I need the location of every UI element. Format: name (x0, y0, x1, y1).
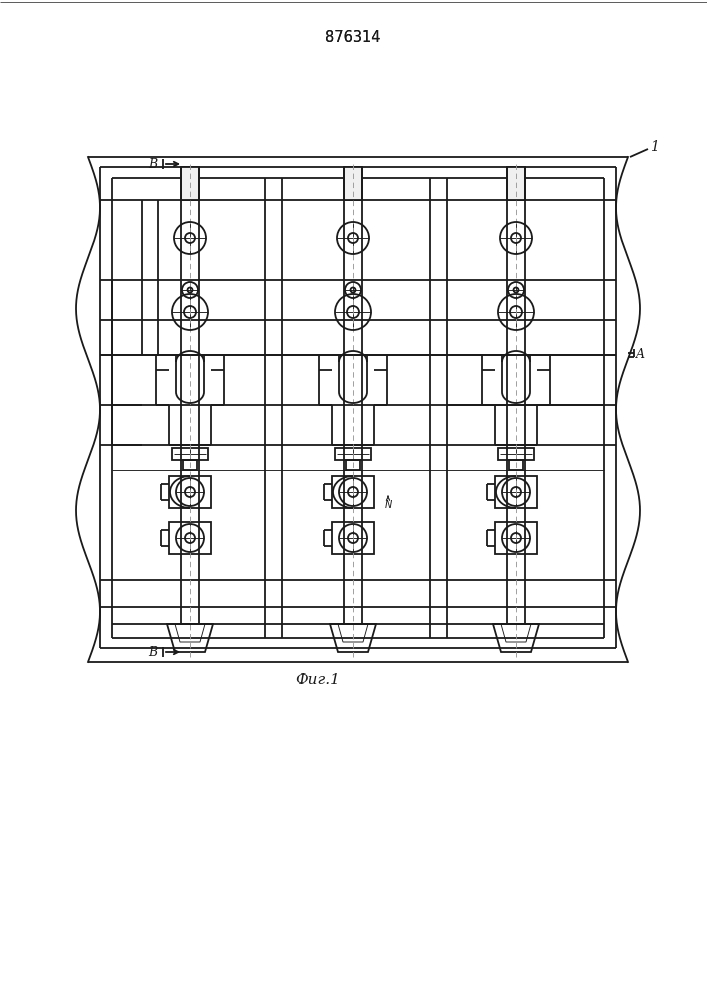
Bar (509, 460, 523, 470)
Bar (344, 167, 362, 200)
Bar (332, 476, 374, 508)
Bar (335, 448, 371, 460)
Text: 876314: 876314 (325, 29, 381, 44)
Text: A: A (636, 349, 645, 361)
Text: N: N (385, 500, 392, 510)
Text: Фиг.1: Фиг.1 (296, 673, 341, 687)
Bar (507, 167, 525, 200)
Text: 1: 1 (650, 140, 659, 154)
Bar (172, 448, 208, 460)
Bar (495, 522, 537, 554)
Text: B: B (148, 157, 157, 170)
Bar (169, 476, 211, 508)
Bar (346, 460, 360, 470)
Bar (498, 448, 534, 460)
Text: 876314: 876314 (325, 29, 381, 44)
Text: B: B (148, 646, 157, 658)
Bar (495, 476, 537, 508)
Bar (169, 522, 211, 554)
Bar (332, 522, 374, 554)
Bar (183, 460, 197, 470)
Bar (181, 167, 199, 200)
